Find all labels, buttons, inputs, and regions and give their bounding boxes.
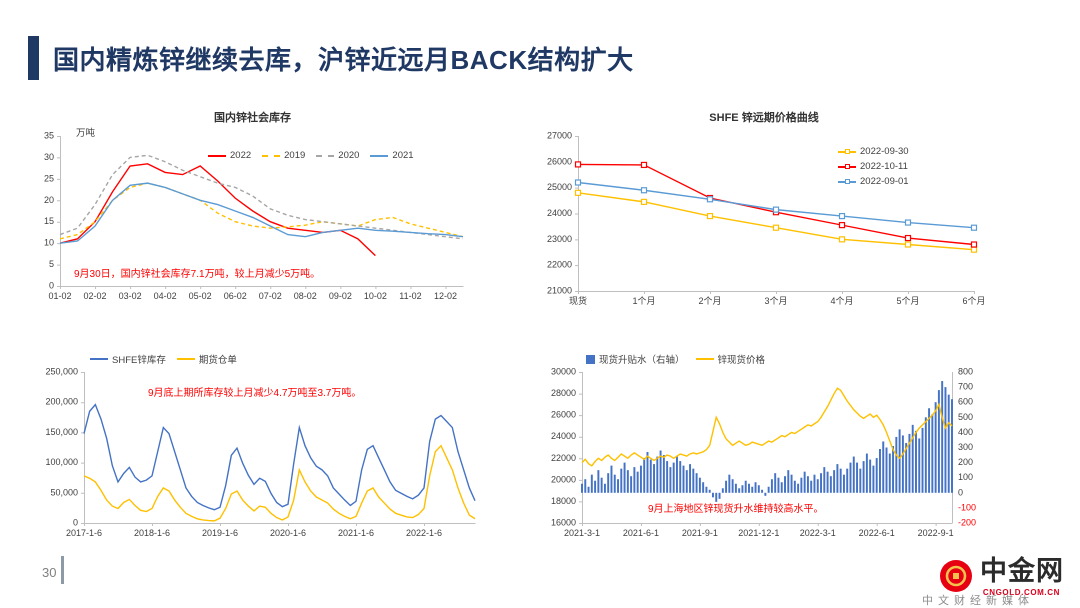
y-axis-unit-label: 万吨 [76, 128, 96, 139]
legend-marker [844, 164, 850, 169]
legend-item: 期货仓单 [176, 352, 237, 366]
chart-panel-social-inventory: 国内锌社会库存 万吨 2022 2019 2020 2021 9月30日，国内锌社会库… [30, 110, 475, 308]
legend-marker [844, 179, 850, 184]
legend-label: 锌现货价格 [717, 355, 766, 366]
legend-line-swatch [208, 154, 226, 157]
legend-label: 2022-09-30 [860, 146, 909, 157]
legend-line-swatch [176, 358, 195, 360]
logo-domain: CNGOLD.COM.CN [982, 588, 1060, 597]
slide-header: 国内精炼锌继续去库，沪锌近远月BACK结构扩大 [28, 36, 634, 80]
shfe-inventory-chart-canvas [30, 342, 485, 547]
forward-curve-chart-canvas [538, 126, 990, 315]
cngold-logo-icon [940, 560, 972, 592]
legend-label: SHFE锌库存 [112, 355, 166, 366]
chart-legend: 现货升贴水（右轴） 锌现货价格 [586, 352, 765, 366]
chart-annotation: 9月底上期所库存较上月减少4.7万吨至3.7万吨。 [148, 388, 362, 399]
chart-title: 国内锌社会库存 [214, 112, 291, 124]
logo-tagline: 中文财经新媒体 [922, 595, 1034, 607]
legend-item: SHFE锌库存 [90, 352, 166, 366]
legend-line-swatch [695, 358, 714, 360]
spot-premium-chart-canvas [538, 342, 990, 547]
page-title: 国内精炼锌继续去库，沪锌近远月BACK结构扩大 [53, 44, 634, 75]
social-inventory-chart-canvas [30, 126, 475, 308]
legend-line-swatch [370, 154, 389, 157]
legend-line-swatch [262, 154, 281, 157]
chart-legend: SHFE锌库存 期货仓单 [90, 352, 237, 366]
legend-line-swatch [838, 164, 856, 169]
legend-item: 2022-10-11 [838, 161, 908, 172]
legend-label: 2022 [230, 150, 252, 161]
legend-item: 2022-09-01 [838, 176, 909, 187]
legend-label: 2022-09-01 [860, 176, 909, 187]
legend-line-swatch [316, 154, 335, 157]
logo-name: 中金网 [980, 556, 1064, 586]
legend-label: 2020 [338, 150, 360, 161]
chart-panel-spot-premium: 现货升贴水（右轴） 锌现货价格 9月上海地区锌现货升水维持较高水平。 [538, 342, 990, 547]
chart-title: SHFE 锌远期价格曲线 [709, 112, 819, 124]
page-number: 30 [42, 565, 57, 580]
legend-line-swatch [838, 179, 856, 184]
legend-item: 2019 [262, 150, 305, 161]
legend-item: 2020 [316, 150, 359, 161]
legend-item: 2022 [208, 150, 251, 161]
chart-legend: 2022 2019 2020 2021 [208, 150, 414, 161]
chart-annotation: 9月上海地区锌现货升水维持较高水平。 [648, 504, 824, 515]
legend-item: 2022-09-30 [838, 146, 909, 157]
chart-annotation: 9月30日，国内锌社会库存7.1万吨，较上月减少5万吨。 [74, 269, 321, 280]
legend-bar-swatch [586, 354, 595, 364]
chart-panel-forward-curve: SHFE 锌远期价格曲线 2022-09-30 2022-10-11 2022-09… [538, 110, 990, 315]
legend-line-swatch [838, 149, 856, 154]
legend-item: 锌现货价格 [695, 352, 766, 366]
page-number-divider [61, 556, 64, 584]
legend-line-swatch [90, 358, 108, 360]
chart-panel-shfe-inventory: SHFE锌库存 期货仓单 9月底上期所库存较上月减少4.7万吨至3.7万吨。 [30, 342, 485, 547]
legend-label: 期货仓单 [198, 355, 237, 366]
legend-label: 2022-10-11 [860, 161, 908, 172]
legend-item: 现货升贴水（右轴） [586, 352, 685, 366]
legend-marker [844, 149, 850, 154]
title-accent-bar [28, 36, 39, 80]
chart-legend: 2022-09-30 2022-10-11 2022-09-01 [838, 146, 909, 187]
legend-label: 2019 [284, 150, 306, 161]
legend-label: 现货升贴水（右轴） [599, 355, 685, 366]
legend-item: 2021 [370, 150, 414, 161]
legend-label: 2021 [392, 150, 414, 161]
